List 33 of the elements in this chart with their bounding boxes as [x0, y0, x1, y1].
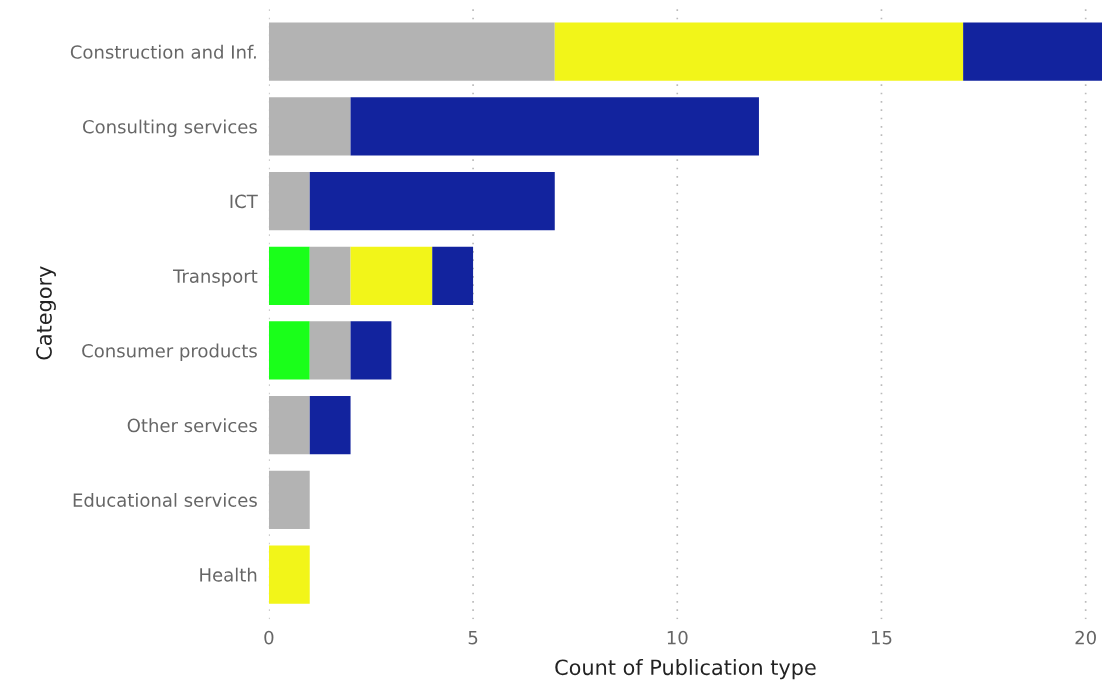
y-tick-label: Transport	[173, 269, 258, 287]
bar	[350, 321, 392, 380]
y-tick-label: ICT	[230, 194, 258, 209]
bar	[309, 321, 351, 380]
x-tick-label: 0	[264, 630, 274, 645]
bar	[350, 246, 433, 305]
bar	[268, 470, 310, 529]
bar	[268, 171, 310, 231]
bar	[268, 246, 310, 305]
bar	[268, 22, 555, 81]
y-tick-label: Educational services	[73, 492, 257, 507]
bar	[309, 396, 351, 455]
x-tick-label: 20	[1075, 630, 1096, 645]
bar	[432, 246, 474, 305]
bar	[350, 97, 759, 156]
bar	[309, 171, 555, 231]
y-tick-label: Consumer products	[82, 343, 257, 362]
y-tick-label: Other services	[127, 418, 257, 433]
bar	[268, 97, 351, 156]
bar	[554, 22, 964, 81]
x-tick-label: 10	[667, 630, 688, 645]
y-axis-title: Category	[36, 266, 56, 360]
bar	[268, 396, 310, 455]
x-tick-label: 15	[871, 631, 892, 645]
y-tick-label: Health	[200, 567, 257, 582]
bar	[268, 545, 310, 604]
x-tick-label: 5	[468, 631, 478, 645]
y-tick-label: Construction and Inf.	[70, 44, 256, 59]
y-tick-label: Consulting services	[83, 119, 257, 138]
x-axis-title: Count of Publication type	[555, 659, 816, 680]
bar	[268, 321, 310, 380]
bar	[963, 22, 1102, 81]
bar	[309, 246, 351, 305]
